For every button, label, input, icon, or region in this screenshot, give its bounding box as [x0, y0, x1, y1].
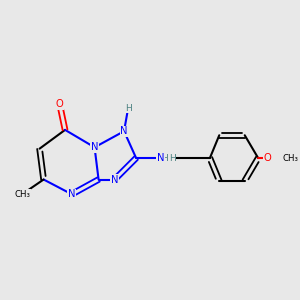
Text: N: N: [91, 142, 98, 152]
Text: N: N: [120, 126, 128, 136]
Text: H: H: [169, 154, 176, 163]
Text: N: N: [111, 175, 118, 184]
Text: O: O: [56, 99, 64, 110]
Text: O: O: [264, 153, 272, 163]
Text: N: N: [68, 189, 76, 199]
Text: N: N: [157, 153, 164, 163]
Text: CH₃: CH₃: [282, 154, 298, 163]
Text: H: H: [161, 154, 168, 163]
Text: CH₃: CH₃: [14, 190, 30, 199]
Text: H: H: [125, 104, 131, 113]
